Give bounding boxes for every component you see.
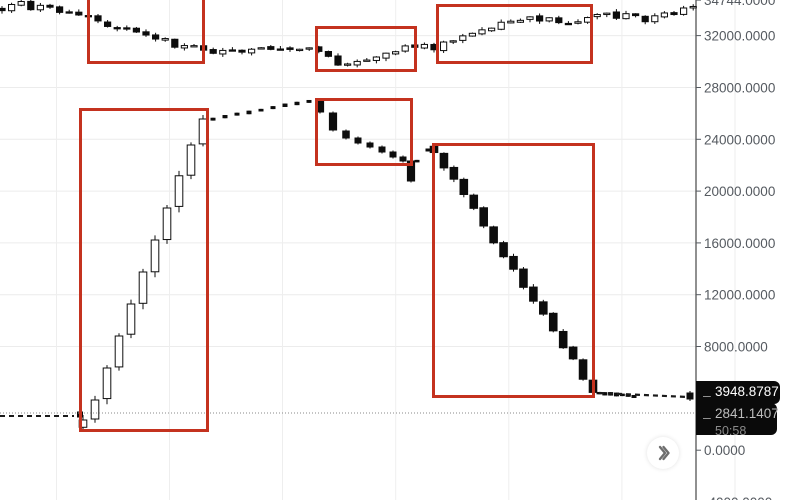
svg-text:12000.0000: 12000.0000 bbox=[704, 288, 775, 303]
svg-text:8000.0000: 8000.0000 bbox=[704, 340, 768, 355]
svg-text:-4000.0000: -4000.0000 bbox=[704, 495, 772, 500]
svg-text:16000.0000: 16000.0000 bbox=[704, 236, 775, 251]
svg-text:34744.0000: 34744.0000 bbox=[704, 0, 775, 8]
svg-text:20000.0000: 20000.0000 bbox=[704, 184, 775, 199]
svg-text:32000.0000: 32000.0000 bbox=[704, 29, 775, 44]
svg-text:24000.0000: 24000.0000 bbox=[704, 132, 775, 147]
svg-text:28000.0000: 28000.0000 bbox=[704, 81, 775, 96]
svg-text:0.0000: 0.0000 bbox=[704, 443, 745, 458]
